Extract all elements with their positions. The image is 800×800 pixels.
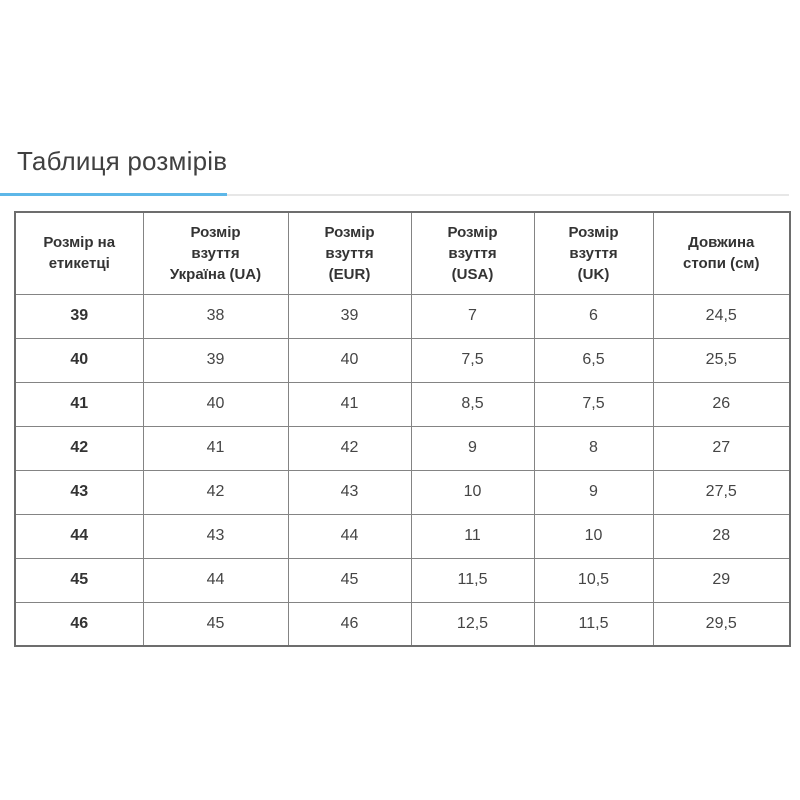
table-row: 46 45 46 12,5 11,5 29,5 (14, 601, 791, 647)
table-cell: 9 (410, 425, 535, 471)
size-label-cell: 43 (14, 469, 144, 515)
table-cell: 28 (652, 513, 791, 559)
table-cell: 6 (533, 293, 654, 339)
table-cell: 41 (287, 381, 412, 427)
table-cell: 6,5 (533, 337, 654, 383)
table-cell: 8 (533, 425, 654, 471)
table-cell: 9 (533, 469, 654, 515)
active-tab-underline (0, 193, 227, 196)
table-cell: 38 (142, 293, 289, 339)
tab-size-table[interactable]: Таблиця розмірів (17, 146, 228, 176)
table-cell: 11,5 (410, 557, 535, 603)
table-cell: 29 (652, 557, 791, 603)
table-cell: 7,5 (410, 337, 535, 383)
table-cell: 29,5 (652, 601, 791, 647)
table-cell: 7 (410, 293, 535, 339)
table-cell: 45 (287, 557, 412, 603)
table-cell: 45 (142, 601, 289, 647)
header-cell-foot-length: Довжина стопи (см) (652, 211, 791, 295)
table-cell: 8,5 (410, 381, 535, 427)
table-cell: 7,5 (533, 381, 654, 427)
size-label-cell: 45 (14, 557, 144, 603)
table-row: 43 42 43 10 9 27,5 (14, 469, 791, 515)
table-cell: 40 (142, 381, 289, 427)
table-cell: 27,5 (652, 469, 791, 515)
size-label-cell: 46 (14, 601, 144, 647)
size-label-cell: 41 (14, 381, 144, 427)
table-row: 44 43 44 11 10 28 (14, 513, 791, 559)
table-row: 39 38 39 7 6 24,5 (14, 293, 791, 339)
table-cell: 43 (142, 513, 289, 559)
table-cell: 26 (652, 381, 791, 427)
table-cell: 11 (410, 513, 535, 559)
size-label-cell: 42 (14, 425, 144, 471)
table-cell: 39 (287, 293, 412, 339)
table-cell: 10,5 (533, 557, 654, 603)
table-cell: 11,5 (533, 601, 654, 647)
tabs-divider-line (0, 194, 789, 196)
table-cell: 25,5 (652, 337, 791, 383)
table-cell: 10 (533, 513, 654, 559)
size-table: Розмір на етикетці Розмір взуття Україна… (14, 211, 791, 647)
table-cell: 10 (410, 469, 535, 515)
table-cell: 41 (142, 425, 289, 471)
table-cell: 27 (652, 425, 791, 471)
size-label-cell: 39 (14, 293, 144, 339)
header-cell-label-size: Розмір на етикетці (14, 211, 144, 295)
table-row: 42 41 42 9 8 27 (14, 425, 791, 471)
table-row: 40 39 40 7,5 6,5 25,5 (14, 337, 791, 383)
size-label-cell: 44 (14, 513, 144, 559)
table-cell: 43 (287, 469, 412, 515)
table-cell: 24,5 (652, 293, 791, 339)
table-cell: 42 (287, 425, 412, 471)
header-cell-eur-size: Розмір взуття (EUR) (287, 211, 412, 295)
table-cell: 44 (287, 513, 412, 559)
table-row: 41 40 41 8,5 7,5 26 (14, 381, 791, 427)
table-row: 45 44 45 11,5 10,5 29 (14, 557, 791, 603)
size-table-body: 39 38 39 7 6 24,5 40 39 40 7,5 6,5 25,5 41 40 41 8,5 7,5… (14, 293, 791, 647)
table-cell: 12,5 (410, 601, 535, 647)
header-cell-usa-size: Розмір взуття (USA) (410, 211, 535, 295)
header-cell-uk-size: Розмір взуття (UK) (533, 211, 654, 295)
table-cell: 39 (142, 337, 289, 383)
table-cell: 42 (142, 469, 289, 515)
header-row: Розмір на етикетці Розмір взуття Україна… (14, 211, 791, 295)
table-cell: 46 (287, 601, 412, 647)
header-cell-ua-size: Розмір взуття Україна (UA) (142, 211, 289, 295)
table-cell: 40 (287, 337, 412, 383)
table-cell: 44 (142, 557, 289, 603)
size-label-cell: 40 (14, 337, 144, 383)
